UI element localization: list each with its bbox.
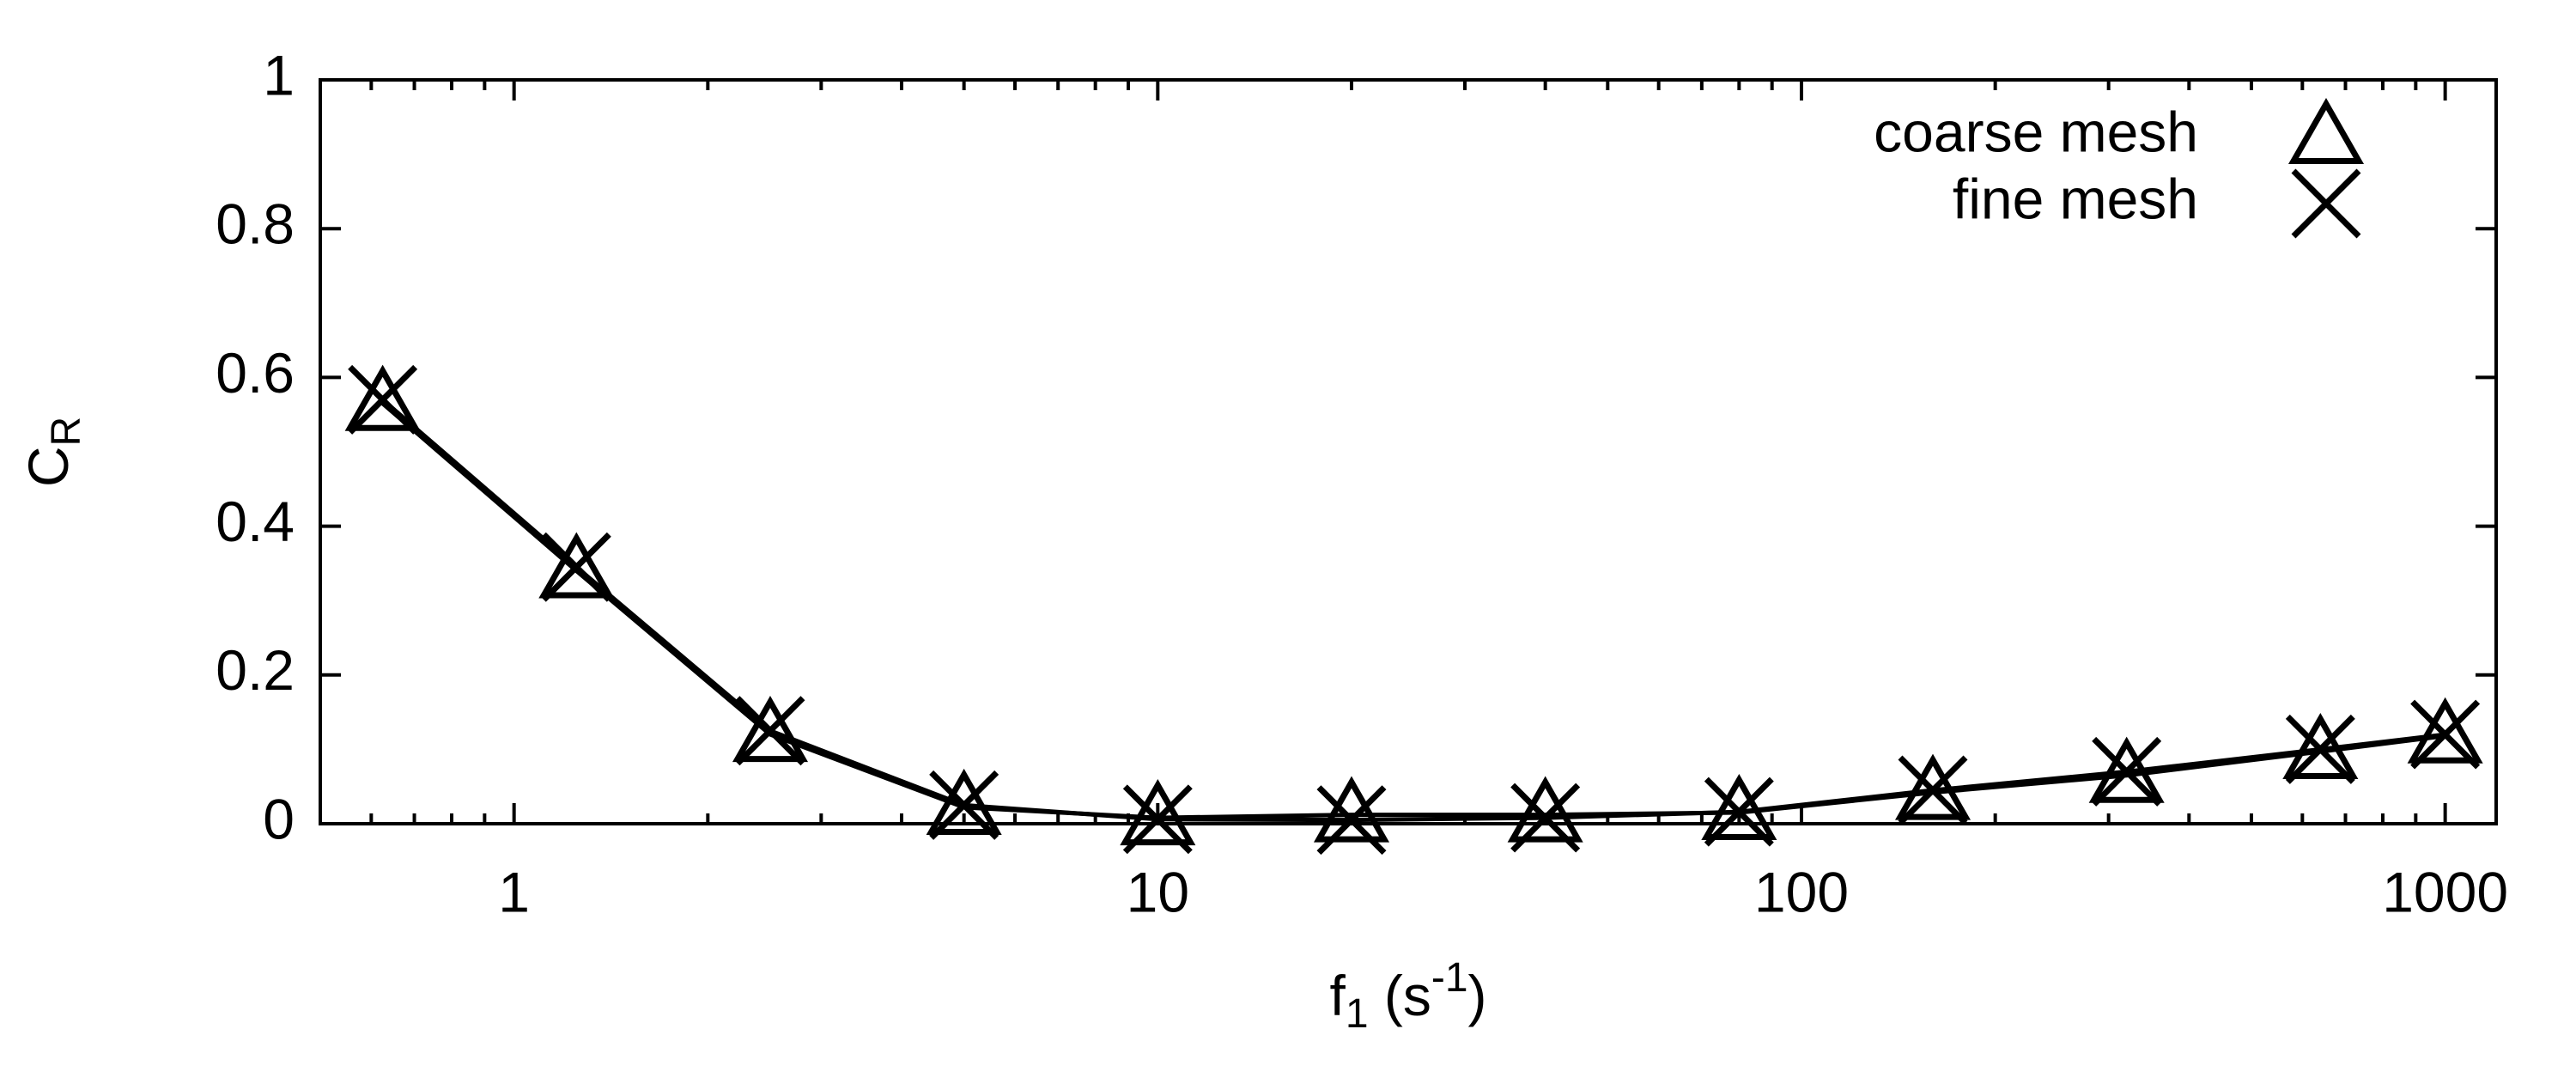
y-tick-label: 1	[263, 43, 295, 107]
x-axis-label: f1 (s-1)	[1329, 955, 1486, 1037]
y-label-part: R	[44, 417, 89, 447]
series-line	[381, 401, 2445, 820]
y-label-part: C	[16, 447, 80, 488]
x-label-part: (s	[1369, 964, 1431, 1027]
triangle-marker	[1313, 776, 1390, 843]
triangle-marker	[344, 364, 421, 431]
x-tick-label: 10	[1127, 860, 1189, 923]
x-marker	[348, 364, 418, 435]
triangle-marker	[538, 532, 615, 599]
x-marker	[929, 770, 999, 840]
x-label-part: )	[1468, 964, 1487, 1027]
legend-label: fine mesh	[1953, 167, 2198, 230]
x-marker	[1898, 755, 1968, 825]
x-marker	[2092, 736, 2162, 807]
x-tick-label: 100	[1754, 860, 1849, 923]
triangle-marker	[1507, 776, 1583, 843]
plot-frame	[319, 78, 2498, 825]
y-tick-label: 0.8	[216, 192, 295, 256]
series-line	[381, 398, 2445, 823]
y-tick-label: 0.4	[216, 490, 295, 553]
triangle-marker	[2407, 697, 2483, 764]
x-marker	[1316, 785, 1387, 856]
x-marker	[1122, 784, 1193, 855]
x-marker	[2285, 714, 2355, 784]
triangle-marker	[926, 768, 1002, 835]
y-tick-label: 0.2	[216, 638, 295, 702]
x-tick-label: 1000	[2382, 860, 2508, 923]
y-tick-label: 0.6	[216, 341, 295, 405]
triangle-marker	[1120, 779, 1196, 846]
legend-marker	[2287, 97, 2365, 164]
x-label-part: f	[1329, 964, 1346, 1027]
y-axis-label: CR	[16, 417, 88, 487]
y-tick-label: 0	[263, 787, 295, 850]
legend-marker	[2291, 168, 2361, 239]
x-tick-label: 1	[498, 860, 530, 923]
x-marker	[2410, 699, 2481, 770]
x-label-part: -1	[1431, 955, 1468, 1001]
triangle-marker	[732, 696, 809, 763]
x-marker	[735, 696, 805, 766]
x-label-part: 1	[1346, 991, 1369, 1037]
x-marker	[541, 532, 611, 602]
x-marker	[1704, 776, 1774, 847]
legend-label: coarse mesh	[1874, 100, 2198, 163]
x-marker	[1510, 783, 1581, 853]
